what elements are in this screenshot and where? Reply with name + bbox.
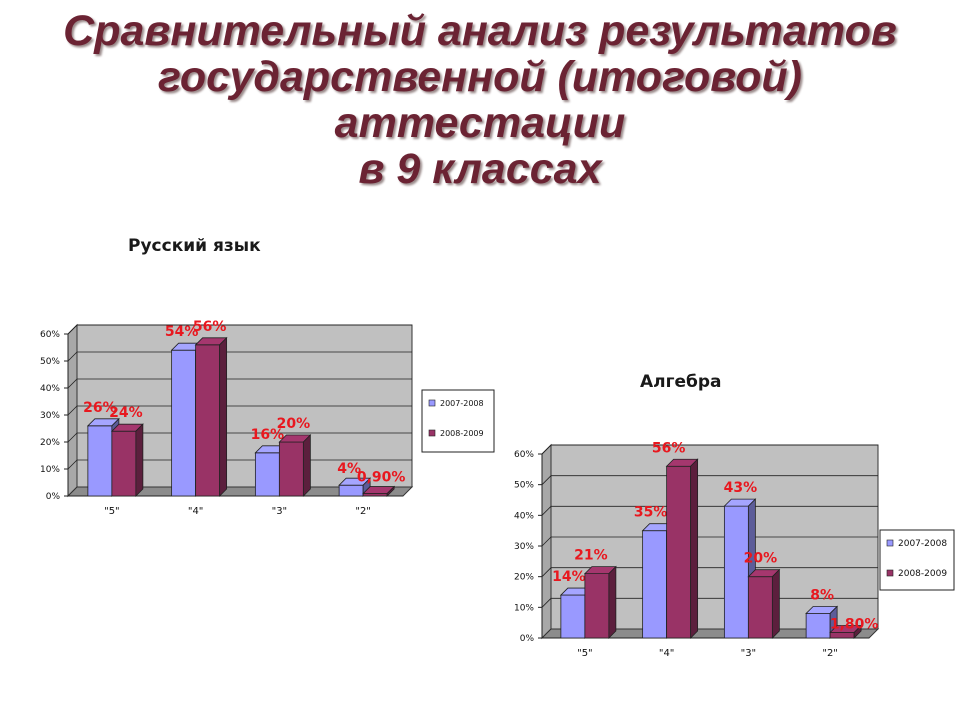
gridline <box>541 567 878 577</box>
y-tick-label: 10% <box>514 603 534 613</box>
bar-2008-2009 <box>278 441 304 497</box>
data-label: 16% <box>251 427 285 443</box>
legend-box <box>421 389 495 453</box>
legend-entry: 2007-2008 <box>440 399 484 408</box>
bar-2007-2008 <box>254 452 280 497</box>
gridline <box>541 475 878 485</box>
title-line: государственной (итоговой) <box>158 53 802 101</box>
bar-side <box>386 485 395 497</box>
data-label: 8% <box>810 587 834 603</box>
data-label: 56% <box>652 440 686 456</box>
y-tick-label: 50% <box>40 357 60 367</box>
bar-side <box>135 423 144 497</box>
x-category-label: "5" <box>104 506 120 517</box>
y-tick-label: 50% <box>514 481 534 491</box>
bar-2007-2008 <box>805 613 831 639</box>
data-label: 21% <box>574 548 608 564</box>
bar-2008-2009 <box>111 430 137 497</box>
x-category-label: "2" <box>822 648 838 659</box>
bar-side <box>690 458 699 639</box>
x-category-label: "2" <box>355 506 371 517</box>
y-tick-label: 30% <box>40 411 60 421</box>
gridline <box>541 444 878 455</box>
x-category-label: "4" <box>659 648 675 659</box>
y-tick-label: 40% <box>40 384 60 394</box>
x-category-label: "3" <box>741 648 757 659</box>
bar-side <box>771 568 780 639</box>
y-tick-label: 60% <box>40 330 60 340</box>
data-label: 24% <box>109 405 143 421</box>
bar-2007-2008 <box>560 594 586 639</box>
data-label: 26% <box>83 400 117 416</box>
gridline <box>67 324 412 335</box>
bar-2008-2009 <box>829 632 855 639</box>
y-tick-label: 20% <box>40 438 60 448</box>
legend-swatch <box>428 429 436 437</box>
bar-2007-2008 <box>338 484 364 497</box>
algebra-chart-title: Алгебра <box>640 372 722 392</box>
legend-swatch <box>886 569 894 577</box>
bar-2007-2008 <box>87 425 113 497</box>
bar-2007-2008 <box>171 349 197 497</box>
data-label: 20% <box>277 416 311 432</box>
y-tick-label: 0% <box>46 492 61 502</box>
y-tick-label: 30% <box>514 542 534 552</box>
legend-entry: 2007-2008 <box>898 539 947 549</box>
legend-swatch <box>886 539 894 547</box>
russian-chart: 0% 10% 20% 30% 40% 50% 60% "5" 26%24% "4" 54%56% "3… <box>40 319 495 517</box>
data-label: 20% <box>744 551 778 567</box>
data-label: 1,80% <box>830 616 879 632</box>
y-tick-label: 20% <box>514 573 534 583</box>
gridline <box>67 432 412 443</box>
data-label: 4% <box>337 461 361 477</box>
bar-side <box>608 565 617 639</box>
gridline <box>541 536 878 547</box>
bar-2008-2009 <box>584 573 610 639</box>
legend-entry: 2008-2009 <box>898 569 947 579</box>
data-label: 35% <box>634 505 668 521</box>
x-category-label: "3" <box>272 506 288 517</box>
data-label: 14% <box>552 569 586 585</box>
y-tick-label: 10% <box>40 465 60 475</box>
slide-title: Сравнительный анализ результатов государ… <box>0 8 960 192</box>
data-label: 43% <box>724 480 758 496</box>
gridline <box>67 378 412 389</box>
legend-swatch <box>428 399 436 407</box>
gridline <box>67 351 412 362</box>
bar-2008-2009 <box>666 465 692 639</box>
title-line: Сравнительный анализ результатов <box>63 7 897 55</box>
title-line: аттестации <box>334 99 626 147</box>
y-tick-label: 0% <box>520 634 535 644</box>
gridline <box>67 405 412 416</box>
gridline <box>541 505 878 516</box>
data-label: 56% <box>193 319 227 335</box>
x-category-label: "5" <box>577 648 593 659</box>
legend-entry: 2008-2009 <box>440 429 484 438</box>
data-label: 0,90% <box>357 470 406 486</box>
y-tick-label: 60% <box>514 450 534 460</box>
bar-2007-2008 <box>642 530 668 639</box>
russian-chart-title: Русский язык <box>128 236 261 256</box>
bar-2008-2009 <box>747 576 773 639</box>
data-label: 54% <box>165 324 199 340</box>
bar-2007-2008 <box>723 505 749 639</box>
x-category-label: "4" <box>188 506 204 517</box>
algebra-chart: 0% 10% 20% 30% 40% 50% 60% "5" 14% 21% "4" 35% 56% "3… <box>514 440 955 659</box>
bar-side <box>302 434 311 497</box>
bar-2008-2009 <box>195 344 221 497</box>
bar-side <box>219 336 228 497</box>
y-tick-label: 40% <box>514 511 534 521</box>
bar-side <box>853 624 862 639</box>
title-line: в 9 классах <box>358 145 602 193</box>
